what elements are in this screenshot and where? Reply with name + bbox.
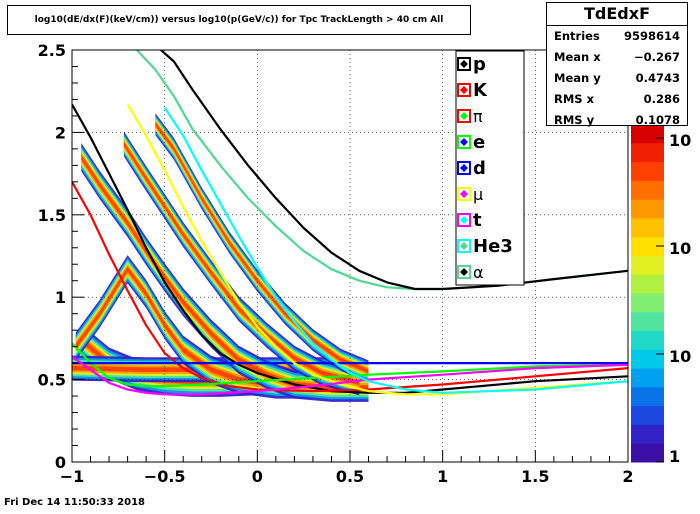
- curve-d: [126, 103, 628, 396]
- curve-p: [72, 103, 628, 394]
- stats-label: Entries: [554, 29, 600, 43]
- x-tick-label: 1: [437, 467, 448, 486]
- color-scale-step: [631, 330, 664, 350]
- color-scale-step: [631, 386, 664, 407]
- color-scale-step: [631, 293, 664, 313]
- grid-layer: [72, 50, 628, 462]
- stats-value: 0.286: [643, 92, 680, 106]
- color-scale-step: [631, 217, 664, 238]
- color-scale-step: [631, 424, 664, 444]
- legend-label: α: [473, 263, 484, 282]
- y-tick-label: 2.5: [38, 41, 66, 60]
- curve-pi: [72, 342, 628, 388]
- stats-value: −0.267: [633, 50, 680, 64]
- legend-marker: [460, 138, 468, 146]
- legend-label: p: [473, 54, 486, 75]
- legend-marker: [460, 60, 468, 68]
- legend-marker: [460, 242, 468, 250]
- color-scale-step: [631, 124, 664, 144]
- band-K-level: [75, 255, 313, 399]
- legend-label: π: [473, 107, 483, 126]
- legend-marker: [460, 216, 468, 224]
- stats-row-entries: Entries 9598614: [547, 26, 687, 47]
- y-tick-label: 1.5: [38, 206, 66, 225]
- stats-row-rms-y: RMS y 0.1078: [547, 110, 687, 131]
- color-scale-step: [631, 255, 664, 275]
- color-scale-label: 10: [669, 347, 691, 366]
- x-tick-label: 1.5: [521, 467, 549, 486]
- stats-value: 0.4743: [635, 71, 680, 85]
- legend-marker: [460, 86, 468, 94]
- curve-layer: [72, 50, 628, 396]
- curve-K: [72, 181, 628, 393]
- color-scale-step: [631, 349, 664, 369]
- band-t-level: [155, 115, 369, 381]
- color-scale-label: 10: [669, 131, 691, 150]
- legend-marker: [460, 268, 468, 276]
- legend-label: d: [473, 158, 486, 179]
- x-tick-label: 0: [252, 467, 263, 486]
- y-tick-label: 0.5: [38, 371, 66, 390]
- y-tick-label: 2: [55, 123, 66, 142]
- footer-timestamp: Fri Dec 14 11:50:33 2018: [4, 497, 145, 508]
- legend-label: e: [473, 132, 485, 153]
- x-tick-label: 2: [622, 467, 633, 486]
- color-scale-step: [631, 236, 664, 256]
- color-scale-step: [631, 368, 664, 388]
- x-tick-label: −1: [60, 467, 85, 486]
- chart-title: log10(dE/dx(F)(keV/cm)) versus log10(p(G…: [7, 5, 471, 35]
- legend-label: K: [473, 80, 488, 101]
- color-scale-step: [631, 274, 664, 294]
- stats-value: 0.1078: [635, 113, 680, 127]
- curve-alpha: [160, 50, 628, 291]
- legend-label: He3: [473, 236, 513, 257]
- band-t: [155, 113, 369, 383]
- color-scale-step: [631, 405, 664, 425]
- color-scale-step: [631, 142, 664, 163]
- stats-title: TdEdxF: [547, 3, 687, 26]
- color-scale-step: [631, 161, 664, 181]
- y-tick-label: 1: [55, 288, 66, 307]
- stats-label: RMS x: [554, 92, 595, 106]
- legend-label: t: [473, 210, 482, 231]
- stats-label: RMS y: [554, 113, 595, 127]
- legend-label: μ: [473, 185, 483, 204]
- stats-label: Mean y: [554, 71, 601, 85]
- stats-row-rms-x: RMS x 0.286: [547, 89, 687, 110]
- curve-t: [163, 107, 628, 394]
- color-scale-label: 1: [669, 447, 680, 466]
- stats-label: Mean x: [554, 50, 601, 64]
- stats-row-mean-x: Mean x −0.267: [547, 47, 687, 68]
- stats-row-mean-y: Mean y 0.4743: [547, 68, 687, 89]
- color-scale-step: [631, 443, 664, 463]
- x-tick-label: −0.5: [144, 467, 186, 486]
- axis-layer: −1 −0.5 0 0.5 1 1.5 2 0 0.5 1 1.5 2 2.5: [38, 41, 634, 486]
- legend-marker: [460, 164, 468, 172]
- legend-marker: [460, 190, 468, 198]
- y-tick-label: 0: [55, 453, 66, 472]
- color-scale-label: 10: [669, 239, 691, 258]
- legend-marker: [460, 112, 468, 120]
- color-scale-step: [631, 311, 664, 332]
- color-scale-bar: 1 10 10 10: [631, 124, 691, 466]
- color-scale-step: [631, 180, 664, 200]
- stats-value: 9598614: [623, 29, 680, 43]
- color-scale-step: [631, 199, 664, 219]
- stats-box: TdEdxF Entries 9598614 Mean x −0.267 Mea…: [546, 2, 688, 127]
- curve-mu: [72, 355, 628, 396]
- x-tick-label: 0.5: [336, 467, 364, 486]
